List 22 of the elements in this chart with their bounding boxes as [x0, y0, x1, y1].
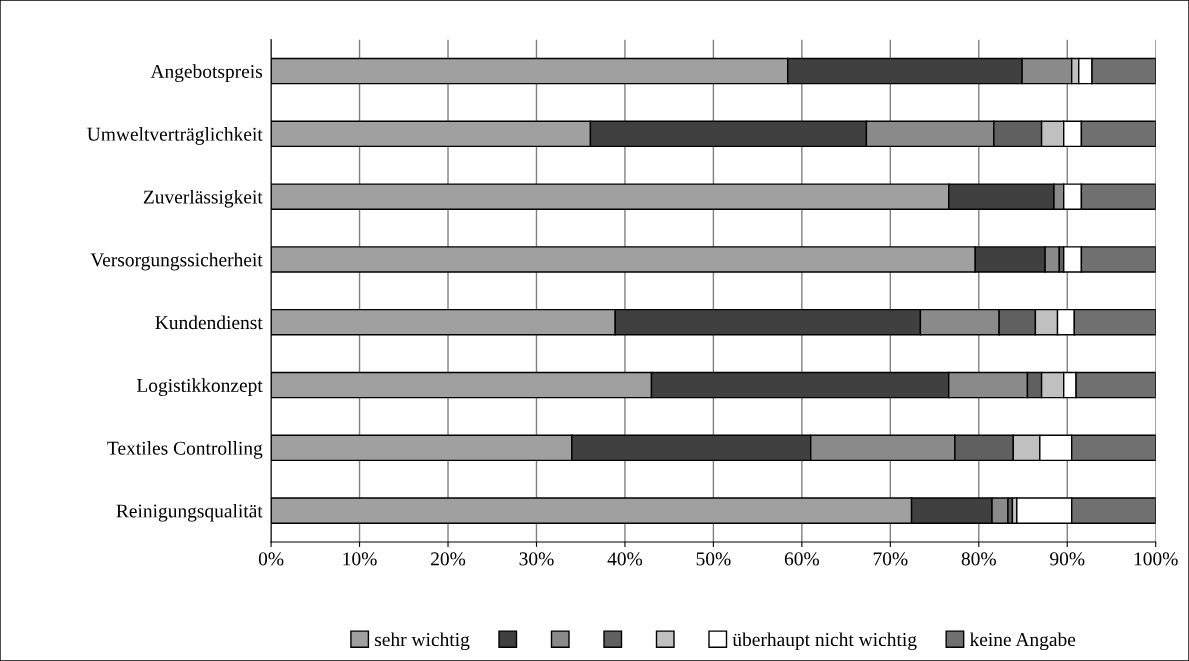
y-tick-label: Kundendienst [155, 315, 263, 330]
x-tick-label: 90% [1050, 552, 1085, 566]
x-tick-label: 40% [607, 552, 643, 566]
x-tick-label: 100% [1134, 552, 1178, 566]
x-tick-label: 70% [873, 552, 908, 566]
y-tick-label: Textiles Controlling [107, 441, 263, 459]
y-tick-label: Versorgungssicherheit [90, 252, 263, 271]
y-tick-label: Reinigungsqualität [116, 503, 263, 522]
legend-label: keine Angabe [969, 632, 1076, 651]
legend-label: sehr wichtig [375, 632, 470, 651]
x-tick-label: 10% [343, 552, 377, 566]
x-tick-label: 20% [431, 552, 466, 566]
y-tick-label: Zuverlässigkeit [143, 189, 263, 208]
x-tick-label: 80% [961, 552, 996, 566]
x-tick-label: 30% [519, 552, 554, 566]
x-tick-label: 0% [258, 552, 284, 566]
legend-label: überhaupt nicht wichtig [732, 632, 917, 651]
y-tick-label: Logistikkonzept [136, 378, 263, 396]
x-tick-label: 50% [696, 552, 731, 566]
y-tick-label: Umweltverträglichkeit [87, 127, 263, 145]
y-tick-label: Angebotspreis [150, 64, 263, 82]
x-tick-label: 60% [784, 552, 820, 566]
